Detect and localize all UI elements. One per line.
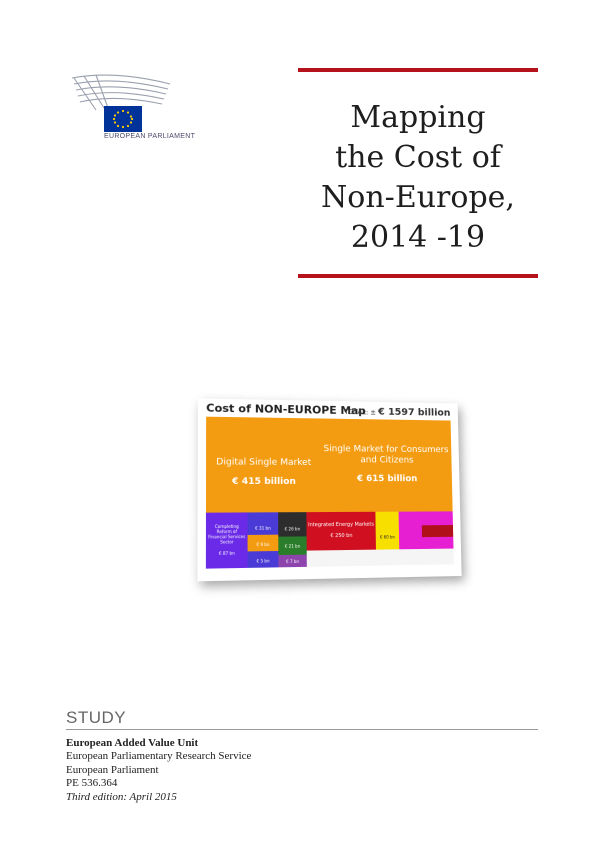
- red-block-small: [421, 525, 454, 538]
- single-market-block: Single Market for Consumers and Citizens…: [320, 418, 453, 513]
- logo-text: EUROPEAN PARLIAMENT: [104, 133, 196, 140]
- title-bottom-rule: [298, 274, 538, 278]
- map-total: TOTAL: ± € 1597 billion: [344, 406, 450, 419]
- list-block: [306, 548, 454, 567]
- defence-block: € 26 bn: [278, 512, 307, 537]
- employment-block: € 5 bn: [247, 550, 279, 568]
- title-line: Non-Europe,: [321, 180, 515, 215]
- digital-market-value: € 415 billion: [232, 476, 296, 487]
- map-total-prefix: TOTAL: ±: [344, 408, 377, 417]
- legislation-value: € 21 bn: [284, 543, 301, 549]
- title-line: Mapping: [350, 100, 486, 135]
- map-total-value: € 1597 billion: [378, 406, 451, 419]
- title-line: 2014 -19: [350, 220, 486, 255]
- magenta-block-a: [398, 511, 423, 550]
- fraud-block: € 9 bn: [247, 534, 279, 552]
- other-block: € 7 bn: [278, 554, 307, 568]
- energy-market-value: € 250 bn: [330, 532, 353, 540]
- banking-value: € 31 bn: [255, 525, 271, 531]
- transport-block: € 60 bn: [375, 511, 400, 550]
- single-market-title: Single Market for Consumers and Citizens: [323, 444, 449, 466]
- magenta-block-b: [421, 511, 453, 526]
- digital-market-block: Digital Single Market € 415 billion: [205, 416, 322, 513]
- service-name: European Parliamentary Research Service: [66, 750, 252, 763]
- banking-block: € 31 bn: [247, 512, 279, 535]
- edition-date: Third edition: April 2015: [66, 790, 177, 803]
- study-label: STUDY: [66, 708, 127, 727]
- institution-name: European Parliament: [66, 763, 159, 776]
- defence-value: € 26 bn: [284, 526, 301, 532]
- single-market-value: € 615 billion: [356, 474, 418, 485]
- title-top-rule: [298, 68, 538, 72]
- financial-services-block: Completing Reform of Financial Services …: [205, 512, 248, 569]
- study-rule: [66, 729, 538, 730]
- title-line: the Cost of: [335, 140, 501, 175]
- document-title: Mapping the Cost of Non-Europe, 2014 -19: [298, 98, 538, 258]
- fraud-value: € 9 bn: [256, 541, 270, 548]
- financial-services-value: € 87 bn: [218, 550, 235, 556]
- transport-value: € 60 bn: [379, 534, 395, 540]
- other-value: € 7 bn: [286, 558, 300, 565]
- unit-name: European Added Value Unit: [66, 737, 199, 749]
- employment-value: € 5 bn: [256, 558, 270, 564]
- european-parliament-logo: [71, 74, 171, 132]
- cost-of-non-europe-map-image: Cost of NON-EUROPE Map TOTAL: ± € 1597 b…: [197, 398, 462, 582]
- map-heading: Cost of NON-EUROPE Map: [206, 401, 366, 418]
- digital-market-title: Digital Single Market: [216, 457, 312, 468]
- energy-market-block: Integrated Energy Markets € 250 bn: [306, 511, 376, 551]
- legislation-block: € 21 bn: [278, 536, 307, 556]
- reference-number: PE 536.364: [66, 777, 118, 790]
- energy-market-title: Integrated Energy Markets: [308, 521, 375, 529]
- financial-services-title: Completing Reform of Financial Services …: [208, 523, 246, 545]
- publication-info: European Added Value Unit European Parli…: [66, 737, 251, 804]
- magenta-block-c: [422, 536, 454, 549]
